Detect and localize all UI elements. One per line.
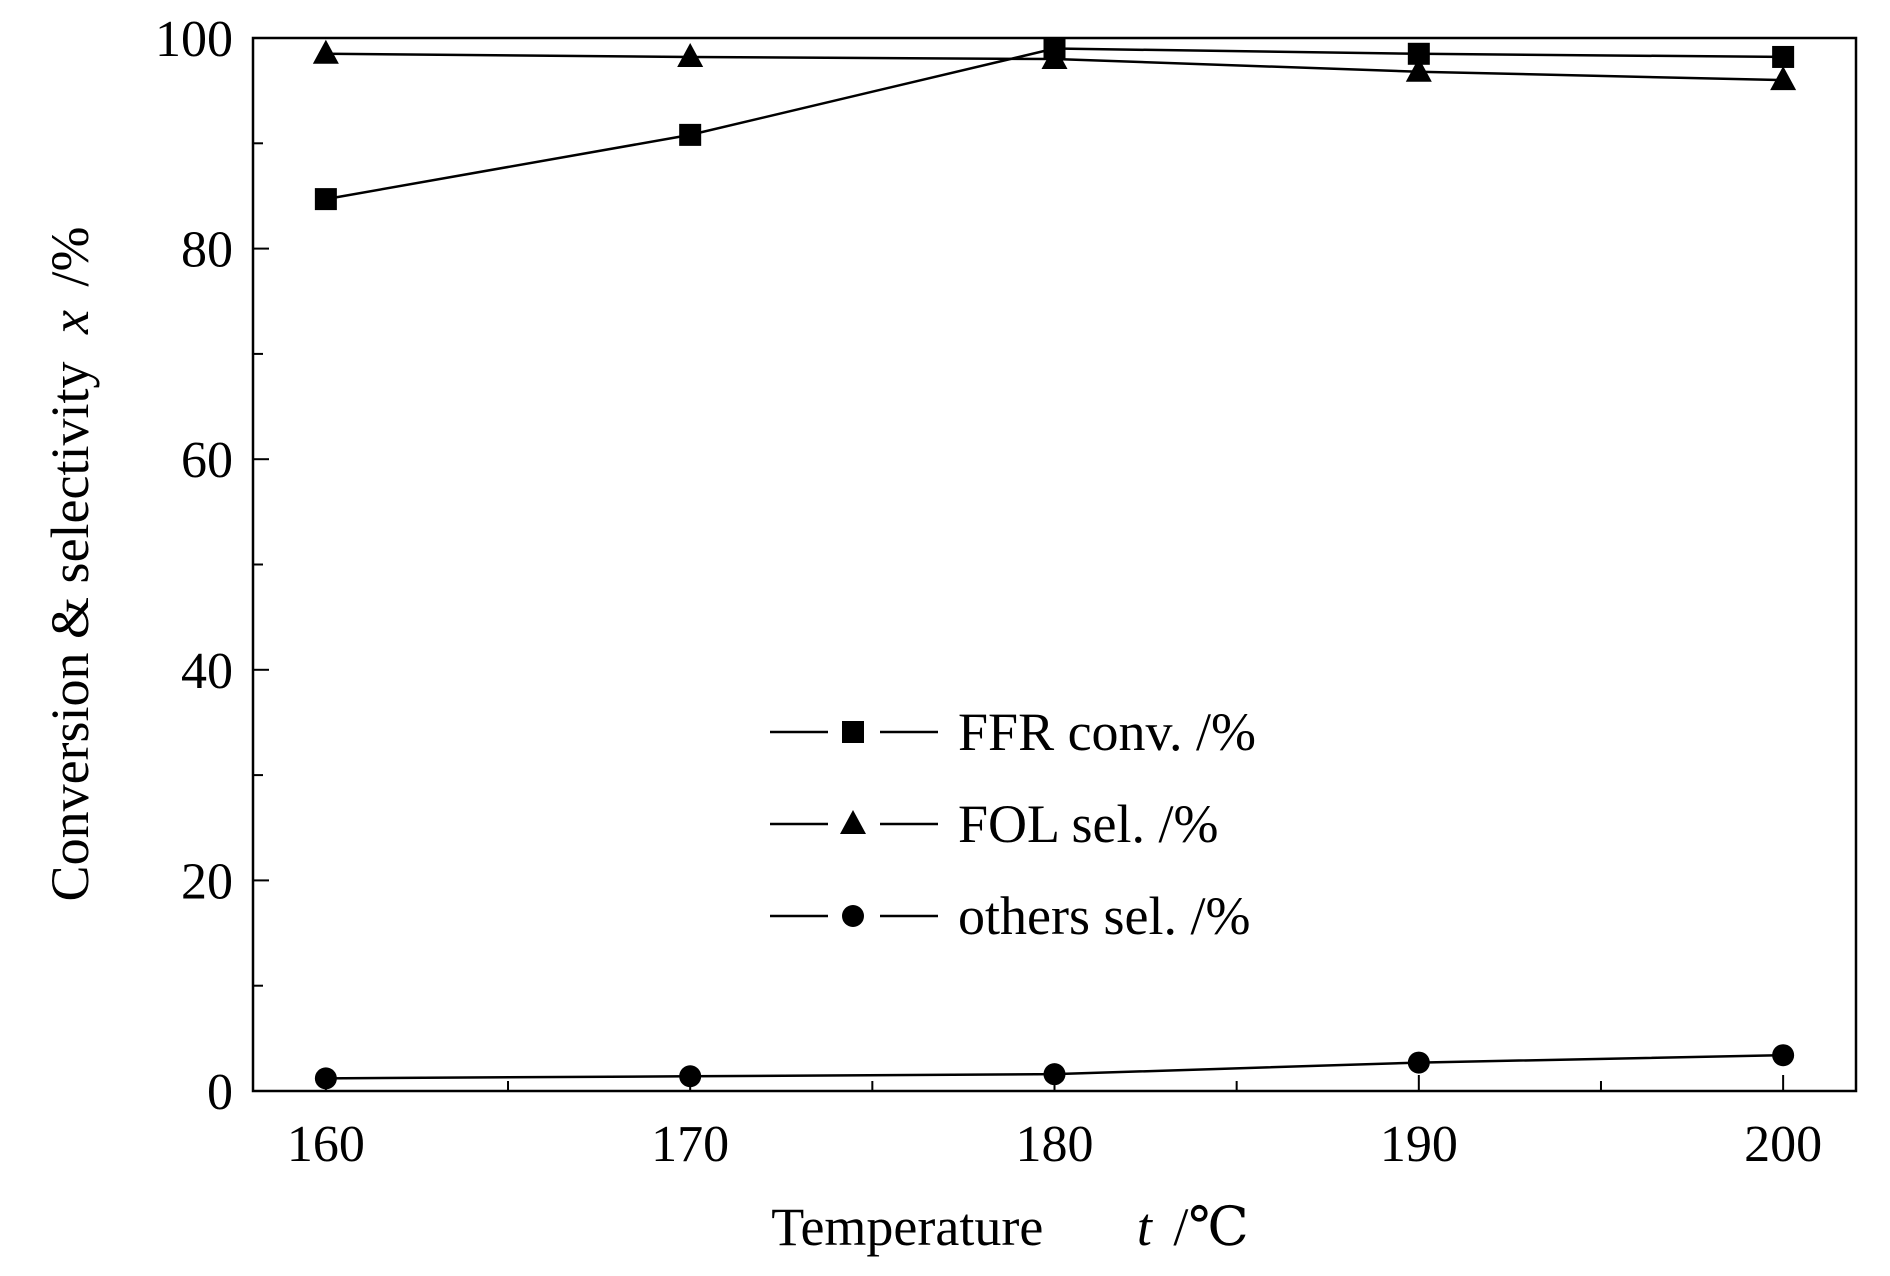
data-point-triangle xyxy=(677,42,704,67)
y-axis-label: Conversion & selectivity xyxy=(40,362,100,902)
series-line-square xyxy=(325,47,1784,201)
y-tick-label: 100 xyxy=(155,11,233,68)
y-tick-label: 40 xyxy=(181,643,233,700)
legend-label: FFR conv. /% xyxy=(958,702,1256,762)
y-tick-label: 80 xyxy=(181,222,233,279)
y-tick-label: 20 xyxy=(181,853,233,910)
x-tick-label: 170 xyxy=(651,1116,729,1173)
x-tick-label: 160 xyxy=(287,1116,365,1173)
x-tick-label: 190 xyxy=(1380,1116,1458,1173)
data-point-square xyxy=(1407,42,1430,65)
data-point-triangle xyxy=(312,39,339,64)
legend-marker-triangle xyxy=(840,810,866,834)
data-point-circle xyxy=(1407,1051,1430,1074)
data-point-circle xyxy=(314,1067,337,1090)
series-group xyxy=(312,37,1797,1090)
x-axis-unit: /℃ xyxy=(1173,1197,1248,1257)
x-axis-label: Temperature xyxy=(771,1197,1043,1257)
x-tick-label: 180 xyxy=(1016,1116,1094,1173)
data-point-triangle xyxy=(1041,45,1068,70)
x-axis-variable: t xyxy=(1137,1197,1154,1257)
data-point-circle xyxy=(1772,1044,1795,1067)
y-axis-title: Conversion & selectivity x /% xyxy=(40,227,100,902)
y-axis-variable: x xyxy=(40,310,100,335)
y-axis-unit: /% xyxy=(40,227,100,287)
axis-ticks: 0 20 40 60 80 100 160 170 180 190 200 xyxy=(155,11,1822,1173)
data-point-triangle xyxy=(1770,66,1797,91)
legend-marker-square xyxy=(842,721,864,743)
data-point-triangle xyxy=(1405,57,1432,82)
data-point-square xyxy=(1772,45,1795,68)
data-point-square xyxy=(679,123,702,146)
x-tick-label: 200 xyxy=(1744,1116,1822,1173)
x-axis-title: Temperature t /℃ xyxy=(771,1197,1249,1257)
legend-label: FOL sel. /% xyxy=(958,794,1218,854)
legend: FFR conv. /% FOL sel. /% others sel. /% xyxy=(770,702,1256,946)
legend-marker-circle xyxy=(842,905,864,927)
data-point-square xyxy=(314,188,337,211)
data-point-circle xyxy=(679,1065,702,1088)
legend-label: others sel. /% xyxy=(958,886,1250,946)
y-tick-label: 60 xyxy=(181,432,233,489)
y-tick-label: 0 xyxy=(207,1064,233,1121)
data-point-circle xyxy=(1043,1063,1066,1086)
